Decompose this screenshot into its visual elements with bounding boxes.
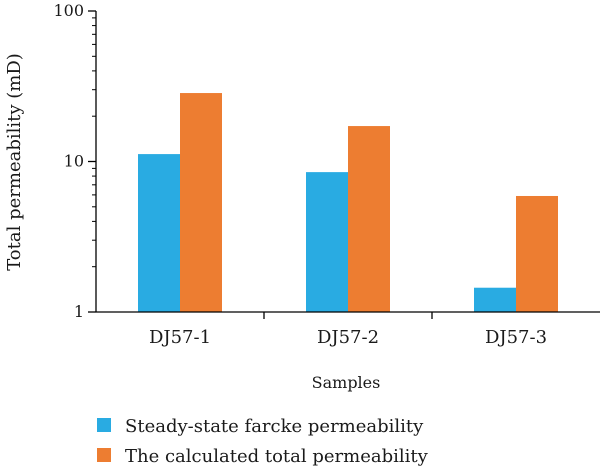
legend-swatch xyxy=(97,448,111,462)
x-ticks-group: DJ57-1 DJ57-2 DJ57-3 xyxy=(149,312,547,348)
legend-label: Steady-state farcke permeability xyxy=(125,416,424,437)
x-tick-label: DJ57-1 xyxy=(149,327,211,348)
y-ticks-group: 1 10 100 xyxy=(53,1,96,321)
x-tick-label: DJ57-2 xyxy=(317,327,379,348)
legend-label: The calculated total permeability xyxy=(125,446,429,467)
x-axis-title: Samples xyxy=(312,373,381,392)
bar-calculated-2 xyxy=(348,126,390,312)
legend-swatch xyxy=(97,418,111,432)
x-tick-label: DJ57-3 xyxy=(485,327,547,348)
y-tick-label: 1 xyxy=(74,302,84,321)
y-axis-title: Total permeability (mD) xyxy=(4,53,25,271)
bar-steady-state-2 xyxy=(306,172,348,312)
y-tick-label: 10 xyxy=(64,152,84,171)
bar-steady-state-3 xyxy=(474,287,516,312)
bar-steady-state-1 xyxy=(138,154,180,312)
legend: Steady-state farcke permeability The calc… xyxy=(97,416,429,467)
y-tick-label: 100 xyxy=(53,1,84,20)
bar-calculated-1 xyxy=(180,93,222,313)
bar-calculated-3 xyxy=(516,195,558,312)
bars-group xyxy=(138,93,558,313)
